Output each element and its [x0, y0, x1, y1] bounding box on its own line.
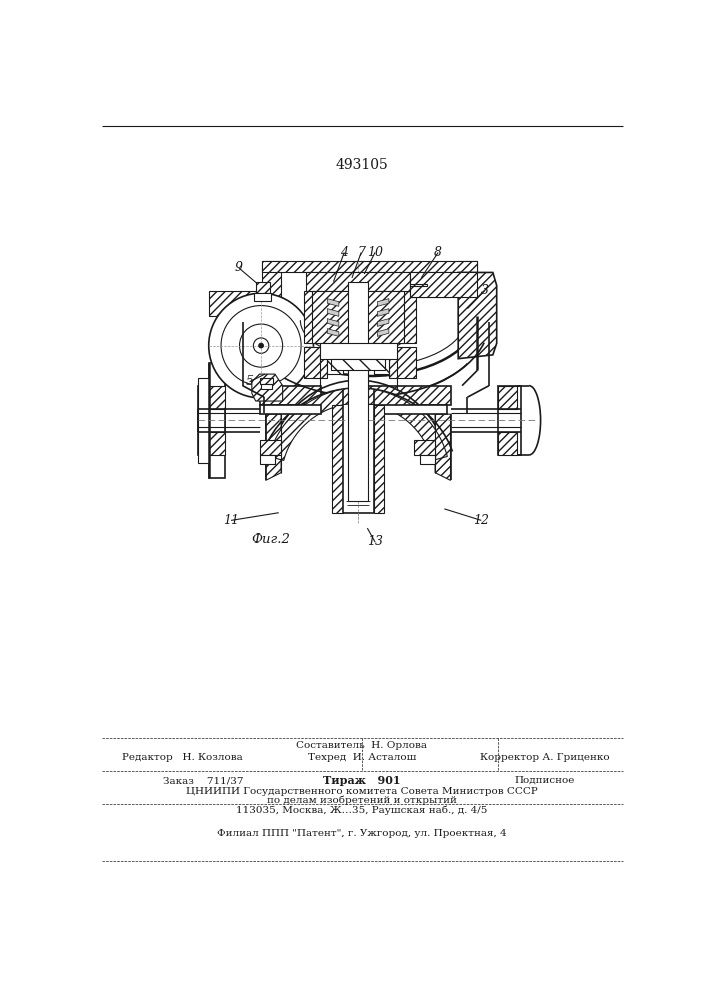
Polygon shape [354, 386, 450, 405]
Text: Техред  И. Асталош: Техред И. Асталош [308, 753, 416, 762]
Polygon shape [266, 414, 281, 480]
Polygon shape [312, 291, 404, 343]
Bar [259, 455, 275, 464]
Circle shape [253, 338, 269, 353]
Text: Редактор   Н. Козлова: Редактор Н. Козлова [122, 753, 243, 762]
Polygon shape [304, 347, 327, 378]
Bar [411, 274, 449, 297]
Text: Составитель  Н. Орлова: Составитель Н. Орлова [296, 741, 428, 750]
Polygon shape [389, 347, 416, 378]
Polygon shape [327, 351, 343, 374]
Polygon shape [411, 272, 477, 297]
Text: Заказ    711/37: Заказ 711/37 [163, 776, 244, 785]
Bar [320, 343, 397, 359]
Text: Тираж   901: Тираж 901 [323, 775, 401, 786]
Polygon shape [327, 296, 343, 338]
Text: Фиг.2: Фиг.2 [252, 533, 291, 546]
Polygon shape [327, 319, 339, 326]
Polygon shape [252, 374, 283, 401]
Text: 5: 5 [245, 375, 254, 388]
Polygon shape [378, 299, 389, 306]
Polygon shape [259, 386, 321, 405]
Polygon shape [378, 319, 389, 326]
Bar [259, 378, 274, 384]
Polygon shape [327, 329, 339, 336]
Polygon shape [389, 291, 416, 343]
Bar [348, 282, 368, 501]
Bar [198, 386, 225, 455]
Polygon shape [262, 261, 281, 320]
Text: Корректор А. Гриценко: Корректор А. Гриценко [479, 753, 609, 762]
Bar [420, 455, 435, 464]
Polygon shape [327, 309, 339, 316]
Bar [331, 359, 385, 370]
Polygon shape [209, 363, 225, 478]
Polygon shape [373, 405, 385, 513]
Polygon shape [378, 329, 389, 336]
Polygon shape [262, 261, 477, 272]
Polygon shape [327, 299, 339, 306]
Polygon shape [332, 405, 343, 513]
Text: 13: 13 [367, 535, 383, 548]
Text: 10: 10 [367, 246, 383, 259]
Polygon shape [498, 386, 518, 409]
Bar [256, 282, 269, 293]
Polygon shape [373, 351, 389, 374]
Text: 493105: 493105 [336, 158, 388, 172]
Text: Подписное: Подписное [514, 776, 575, 785]
Text: 3: 3 [480, 284, 489, 297]
Text: 7: 7 [357, 246, 366, 259]
Polygon shape [373, 296, 389, 338]
Bar [259, 405, 321, 414]
Bar [498, 386, 521, 455]
Circle shape [240, 324, 283, 367]
Polygon shape [498, 432, 518, 455]
Bar [261, 384, 272, 389]
Circle shape [209, 293, 313, 398]
Polygon shape [198, 386, 225, 409]
Text: 11: 11 [223, 514, 239, 527]
Circle shape [221, 306, 301, 386]
Polygon shape [458, 261, 477, 320]
Text: 4: 4 [340, 246, 349, 259]
Text: 8: 8 [434, 246, 442, 259]
Bar [198, 378, 209, 463]
Circle shape [259, 343, 264, 348]
Bar [254, 293, 271, 301]
Polygon shape [435, 414, 450, 480]
Bar [366, 405, 447, 414]
Text: 113035, Москва, Ж…35, Раушская наб., д. 4/5: 113035, Москва, Ж…35, Раушская наб., д. … [236, 805, 488, 815]
Polygon shape [269, 388, 448, 460]
Polygon shape [209, 291, 257, 316]
Text: Филиал ППП "Патент", г. Ужгород, ул. Проектная, 4: Филиал ППП "Патент", г. Ужгород, ул. Про… [217, 829, 507, 838]
Text: ЦНИИПИ Государственного комитета Совета Министров СССР: ЦНИИПИ Государственного комитета Совета … [186, 787, 538, 796]
Polygon shape [378, 309, 389, 316]
Text: 9: 9 [235, 261, 243, 274]
Polygon shape [305, 272, 411, 291]
Bar [414, 440, 435, 455]
Polygon shape [458, 272, 497, 359]
Text: по делам изобретений и открытий: по делам изобретений и открытий [267, 796, 457, 805]
Polygon shape [304, 291, 327, 343]
Polygon shape [198, 432, 225, 455]
Bar [259, 440, 281, 455]
Text: 12: 12 [473, 514, 489, 527]
Bar [343, 405, 373, 513]
